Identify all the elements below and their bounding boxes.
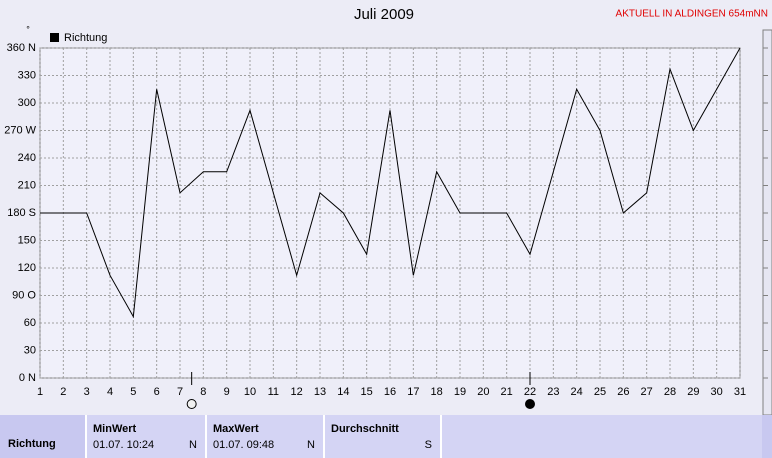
x-tick-label: 9 [224, 386, 230, 398]
x-tick-label: 27 [641, 386, 653, 398]
x-tick-label: 14 [337, 386, 349, 398]
cell-header: Durchschnitt [331, 423, 399, 435]
stats-cell: MinWert 01.07. 10:24 N [85, 415, 205, 458]
x-tick-label: 11 [268, 386, 279, 398]
x-tick-label: 13 [314, 386, 326, 398]
x-tick-label: 5 [130, 386, 136, 398]
x-tick-label: 15 [361, 386, 373, 398]
y-tick-label: 120 [18, 262, 36, 274]
annotation: AKTUELL IN ALDINGEN 654mNN [616, 9, 768, 20]
cell-dir: S [424, 439, 432, 451]
stats-table: Richtung MinWert 01.07. 10:24 N MaxWert 01.0… [0, 415, 772, 458]
x-tick-label: 8 [200, 386, 206, 398]
x-tick-label: 1 [37, 386, 43, 398]
x-tick-label: 21 [501, 386, 513, 398]
x-tick-label: 20 [477, 386, 489, 398]
y-tick-label: 210 [18, 179, 36, 191]
y-tick-label: 30 [24, 344, 36, 356]
y-tick-label: 0 N [19, 372, 36, 384]
x-tick-label: 2 [60, 386, 66, 398]
y-tick-label: 240 [18, 152, 36, 164]
x-tick-label: 16 [384, 386, 396, 398]
stats-cell: MaxWert 01.07. 09:48 N [205, 415, 323, 458]
y-tick-label: 180 S [7, 207, 36, 219]
x-tick-label: 3 [84, 386, 90, 398]
x-tick-label: 26 [617, 386, 629, 398]
x-tick-label: 22 [524, 386, 536, 398]
x-tick-label: 29 [687, 386, 699, 398]
y-unit: ° [26, 24, 30, 34]
y-tick-label: 360 N [7, 42, 36, 54]
chart-title: Juli 2009 [354, 6, 414, 23]
x-tick-label: 30 [711, 386, 723, 398]
y-tick-label: 330 [18, 69, 36, 81]
x-tick-label: 28 [664, 386, 676, 398]
moon-icon [525, 399, 535, 409]
x-tick-label: 25 [594, 386, 606, 398]
cell-header: MaxWert [213, 423, 259, 435]
cell-header: MinWert [93, 423, 137, 435]
stats-cell: Durchschnitt S [323, 415, 440, 458]
y-tick-label: 300 [18, 97, 36, 109]
y-tick-label: 60 [24, 317, 36, 329]
row-label: Richtung [8, 438, 56, 450]
x-tick-label: 18 [431, 386, 443, 398]
x-tick-label: 4 [107, 386, 113, 398]
cell-dir: N [307, 439, 315, 451]
cell-value: 01.07. 10:24 [93, 439, 155, 451]
x-tick-label: 10 [244, 386, 256, 398]
chart: Juli 2009 AKTUELL IN ALDINGEN 654mNN ° 0… [4, 6, 772, 415]
line [40, 47, 741, 319]
x-tick-label: 24 [571, 386, 583, 398]
x-tick-label: 23 [547, 386, 559, 398]
empty-cell [440, 415, 762, 458]
x-tick-label: 7 [177, 386, 183, 398]
x-tick-label: 19 [454, 386, 466, 398]
cell-dir: N [189, 439, 197, 451]
y-tick-label: 270 W [4, 124, 36, 136]
y-tick-label: 90 O [12, 289, 36, 301]
x-tick-label: 6 [154, 386, 160, 398]
legend-label: Richtung [64, 32, 107, 44]
moon-icon [186, 399, 197, 409]
cell-value: 01.07. 09:48 [213, 439, 275, 451]
legend-swatch [50, 33, 59, 42]
x-tick-label: 12 [291, 386, 303, 398]
y-tick-label: 150 [18, 234, 36, 246]
x-tick-label: 17 [407, 386, 419, 398]
right-strip [762, 29, 772, 415]
x-tick-label: 31 [734, 386, 746, 398]
